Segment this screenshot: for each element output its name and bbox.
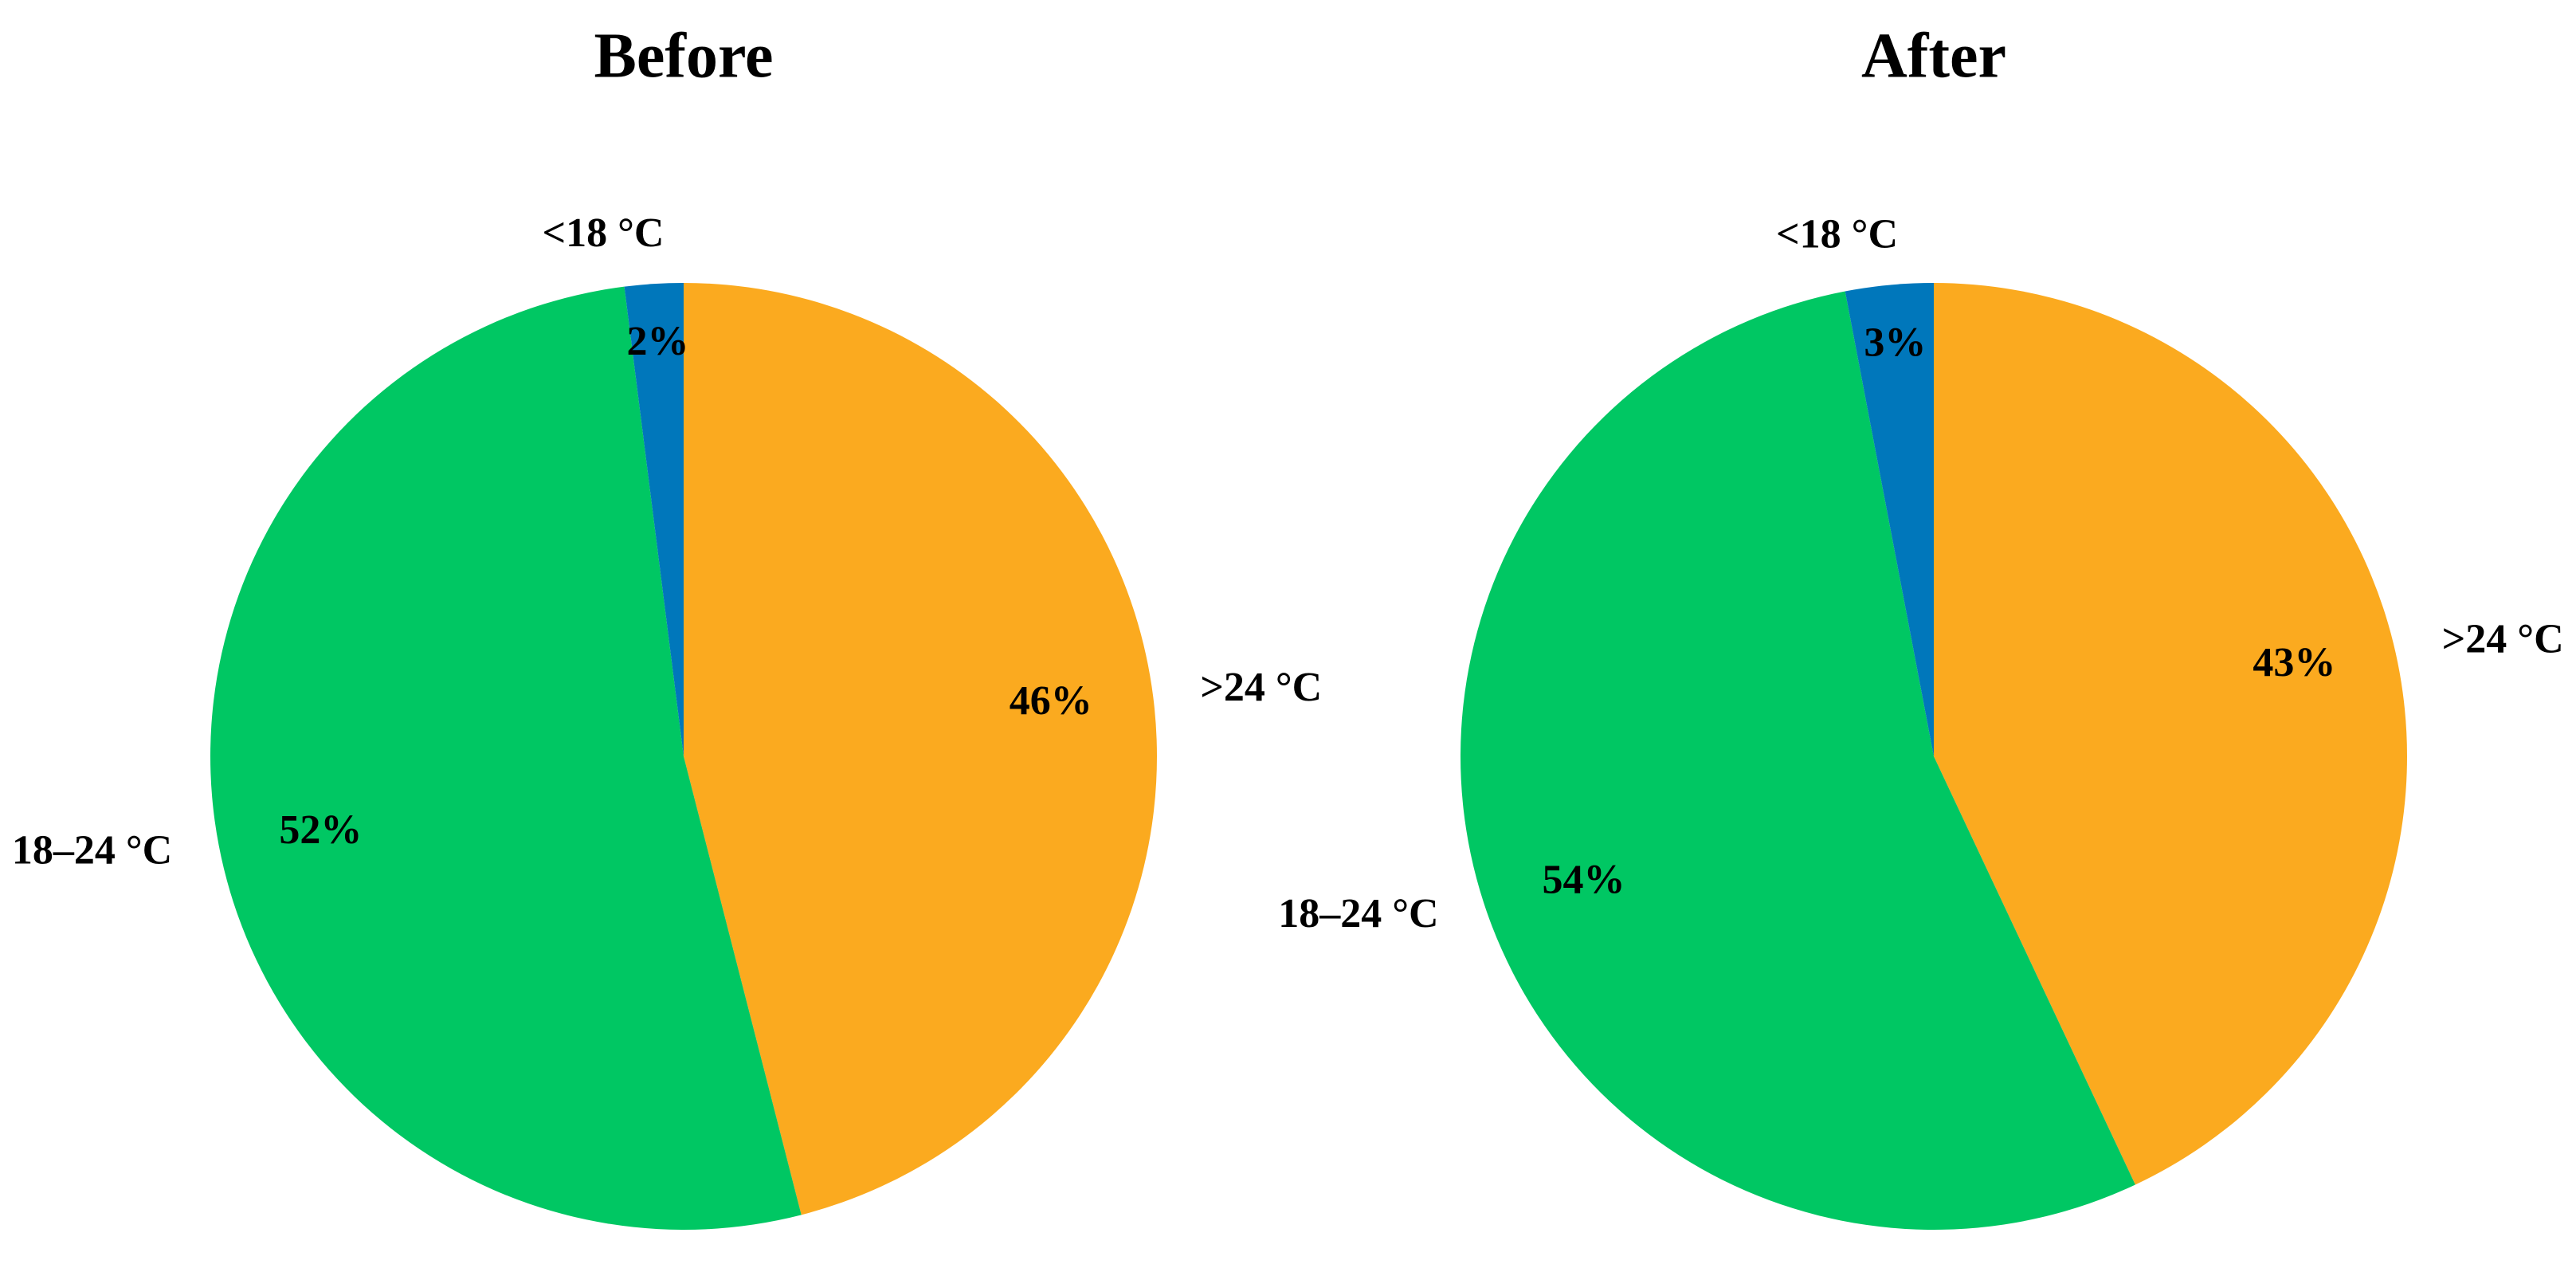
chart-title: Before [594,21,773,91]
pie-slice [1845,283,1934,756]
category-label: 18–24 °C [12,827,172,873]
value-label: 2% [627,319,689,364]
value-label: 46% [1010,678,1092,724]
value-label: 3% [1864,320,1926,365]
pie-slice [210,286,802,1231]
pie-slice [684,283,1157,1215]
pie-slice [1461,291,2135,1230]
category-label: >24 °C [2442,616,2564,661]
category-label: 18–24 °C [1278,891,1438,936]
value-label: 43% [2253,640,2335,685]
category-label: <18 °C [542,210,664,256]
chart-title: After [1861,21,2006,91]
category-label: <18 °C [1776,211,1898,257]
value-label: 52% [279,807,362,853]
pie-slice [624,283,684,756]
category-label: >24 °C [1200,665,1322,710]
pie-slice [1934,283,2407,1185]
value-label: 54% [1543,858,1625,903]
